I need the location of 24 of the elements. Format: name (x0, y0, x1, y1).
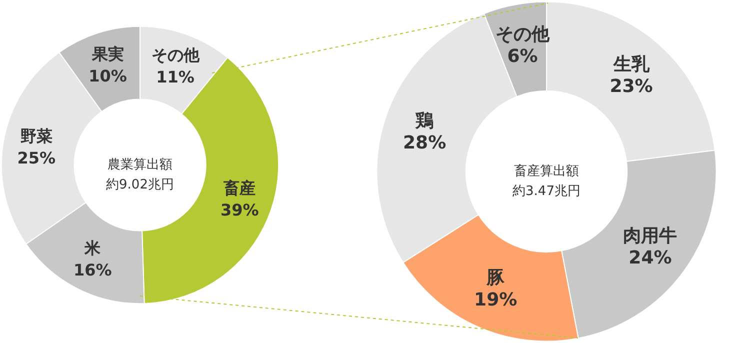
data-label: 19% (474, 290, 518, 311)
data-label: 23% (610, 76, 653, 97)
slice-label: 生乳 (612, 54, 650, 75)
slice-label: 米 (84, 238, 102, 258)
slice-label: その他 (151, 45, 200, 64)
data-label: 6% (507, 46, 538, 68)
slice-label: 豚 (486, 268, 506, 289)
data-label: 24% (628, 247, 672, 268)
slice-label: 畜産 (222, 178, 256, 198)
slice-label: 鶏 (414, 110, 434, 132)
data-label: 28% (403, 132, 446, 154)
slice-label: その他 (495, 24, 550, 46)
slice-label: 果実 (90, 44, 124, 64)
slice-label: 野菜 (20, 126, 52, 146)
text: 農業算出額 (108, 158, 172, 172)
data-label: 10% (88, 66, 127, 86)
text: 約3.47兆円 (512, 184, 580, 199)
slice-label: 肉用牛 (623, 225, 678, 246)
text: 約9.02兆円 (106, 178, 174, 192)
data-label: 39% (220, 200, 259, 220)
data-label: 16% (74, 260, 112, 280)
text: 畜産算出額 (514, 163, 579, 179)
data-label: 25% (17, 148, 56, 168)
data-label: 11% (156, 67, 194, 86)
